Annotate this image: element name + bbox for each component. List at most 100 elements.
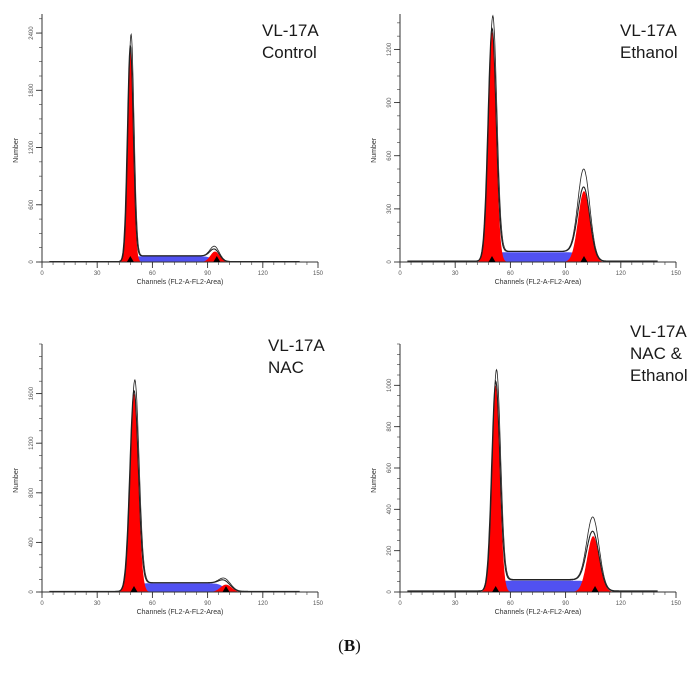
y-tick-label: 600 (29, 199, 35, 210)
y-tick-label: 600 (387, 150, 393, 161)
g2-peak-area (568, 536, 618, 592)
s-phase-area (481, 252, 595, 262)
x-tick-label: 90 (562, 271, 569, 277)
x-tick-label: 120 (258, 271, 269, 277)
y-axis-title: Number (13, 137, 20, 163)
peak-marker (126, 256, 134, 262)
y-axis-title: Number (371, 137, 378, 163)
peak-marker (492, 586, 500, 592)
y-tick-label: 1600 (29, 386, 35, 400)
histogram-line (407, 379, 658, 592)
histogram-plot: 0 30 60 90 120 150 0 300 600 900 1200 Channels (FL2… (371, 14, 682, 286)
y-tick-label: 0 (387, 590, 393, 594)
y-tick-label: 0 (29, 590, 35, 594)
peak-marker (580, 256, 588, 262)
histogram-plot: 0 30 60 90 120 150 0 400 800 1200 1600 Channels (FL… (13, 343, 324, 616)
x-tick-label: 30 (452, 601, 459, 607)
peak-marker (591, 586, 599, 592)
x-axis-title: Channels (FL2-A-FL2-Area) (137, 609, 224, 616)
y-tick-label: 1200 (29, 140, 35, 154)
histogram-panel-nac: 0 30 60 90 120 150 0 400 800 1200 1600 Channels (FL… (0, 330, 340, 630)
x-tick-label: 90 (204, 271, 211, 277)
x-axis-title: Channels (FL2-A-FL2-Area) (495, 609, 582, 616)
g1-peak-area (117, 393, 151, 592)
histogram-panel-ethanol: 0 30 60 90 120 150 0 300 600 900 1200 Channels (FL2… (358, 0, 698, 300)
condition-label: VL-17A Control (262, 20, 319, 64)
panel-letter-text: B (343, 636, 356, 655)
condition-line-2: NAC (268, 358, 304, 377)
y-tick-label: 300 (387, 203, 393, 214)
condition-line-3: Ethanol (630, 366, 688, 385)
y-tick-label: 1000 (387, 378, 393, 392)
histogram-line (49, 45, 300, 263)
g1-peak-area (475, 31, 509, 263)
x-tick-label: 150 (313, 601, 324, 607)
condition-line-1: VL-17A (620, 21, 677, 40)
y-tick-label: 2400 (29, 26, 35, 40)
x-axis-title: Channels (FL2-A-FL2-Area) (137, 279, 224, 286)
histogram-plot: 0 30 60 90 120 150 0 200 400 600 800 1000 Channels (… (371, 343, 682, 616)
condition-line-1: VL-17A (630, 322, 687, 341)
peak-marker (222, 586, 230, 592)
condition-label: VL-17A Ethanol (620, 20, 678, 64)
x-tick-label: 90 (204, 601, 211, 607)
condition-line-2: Control (262, 43, 317, 62)
histogram-line (49, 389, 300, 593)
y-tick-label: 1200 (29, 436, 35, 450)
histogram-panel-nac-ethanol: 0 30 60 90 120 150 0 200 400 600 800 1000 Channels (… (358, 322, 698, 630)
x-tick-label: 30 (94, 271, 101, 277)
condition-line-2: NAC & (630, 344, 682, 363)
s-phase-area (123, 583, 237, 592)
x-tick-label: 30 (452, 271, 459, 277)
y-tick-label: 0 (29, 260, 35, 264)
histogram-plot: 0 30 60 90 120 150 0 600 1200 1800 2400 Channels (F… (13, 14, 324, 286)
y-tick-label: 900 (387, 97, 393, 108)
condition-line-1: VL-17A (268, 336, 325, 355)
peak-marker (130, 586, 138, 592)
x-tick-label: 0 (40, 271, 44, 277)
y-tick-label: 800 (387, 421, 393, 432)
s-phase-area (119, 256, 226, 262)
condition-label: VL-17A NAC (268, 335, 325, 379)
condition-line-2: Ethanol (620, 43, 678, 62)
y-axis-title: Number (371, 467, 378, 493)
x-tick-label: 0 (40, 601, 44, 607)
g1-peak-area (479, 385, 512, 592)
y-tick-label: 1800 (29, 83, 35, 97)
y-tick-label: 800 (29, 487, 35, 498)
x-axis-title: Channels (FL2-A-FL2-Area) (495, 279, 582, 286)
y-tick-label: 200 (387, 545, 393, 556)
x-tick-label: 150 (671, 271, 682, 277)
x-tick-label: 30 (94, 601, 101, 607)
condition-line-1: VL-17A (262, 21, 319, 40)
x-tick-label: 150 (313, 271, 324, 277)
y-tick-label: 400 (29, 537, 35, 548)
x-tick-label: 90 (562, 601, 569, 607)
x-tick-label: 0 (398, 271, 402, 277)
x-tick-label: 120 (258, 601, 269, 607)
histogram-panel-control: 0 30 60 90 120 150 0 600 1200 1800 2400 Channels (F… (0, 0, 340, 300)
panel-letter: (B) (338, 636, 361, 655)
y-tick-label: 1200 (387, 42, 393, 56)
y-tick-label: 400 (387, 504, 393, 515)
histogram-line-fit (407, 368, 658, 592)
g2-peak-area (196, 251, 234, 262)
x-tick-label: 60 (507, 601, 514, 607)
condition-label: VL-17A NAC & Ethanol (630, 321, 688, 387)
y-tick-label: 600 (387, 462, 393, 473)
x-tick-label: 120 (616, 271, 627, 277)
x-tick-label: 60 (507, 271, 514, 277)
histogram-line-fit (407, 14, 658, 262)
s-phase-area (484, 580, 605, 592)
peak-marker (488, 256, 496, 262)
x-tick-label: 0 (398, 601, 402, 607)
histogram-line-fit (49, 378, 300, 592)
x-tick-label: 150 (671, 601, 682, 607)
peak-marker (213, 256, 221, 262)
g2-peak-area (560, 191, 608, 262)
y-tick-label: 0 (387, 260, 393, 264)
x-tick-label: 60 (149, 601, 156, 607)
histogram-line-fit (49, 33, 300, 262)
x-tick-label: 60 (149, 271, 156, 277)
